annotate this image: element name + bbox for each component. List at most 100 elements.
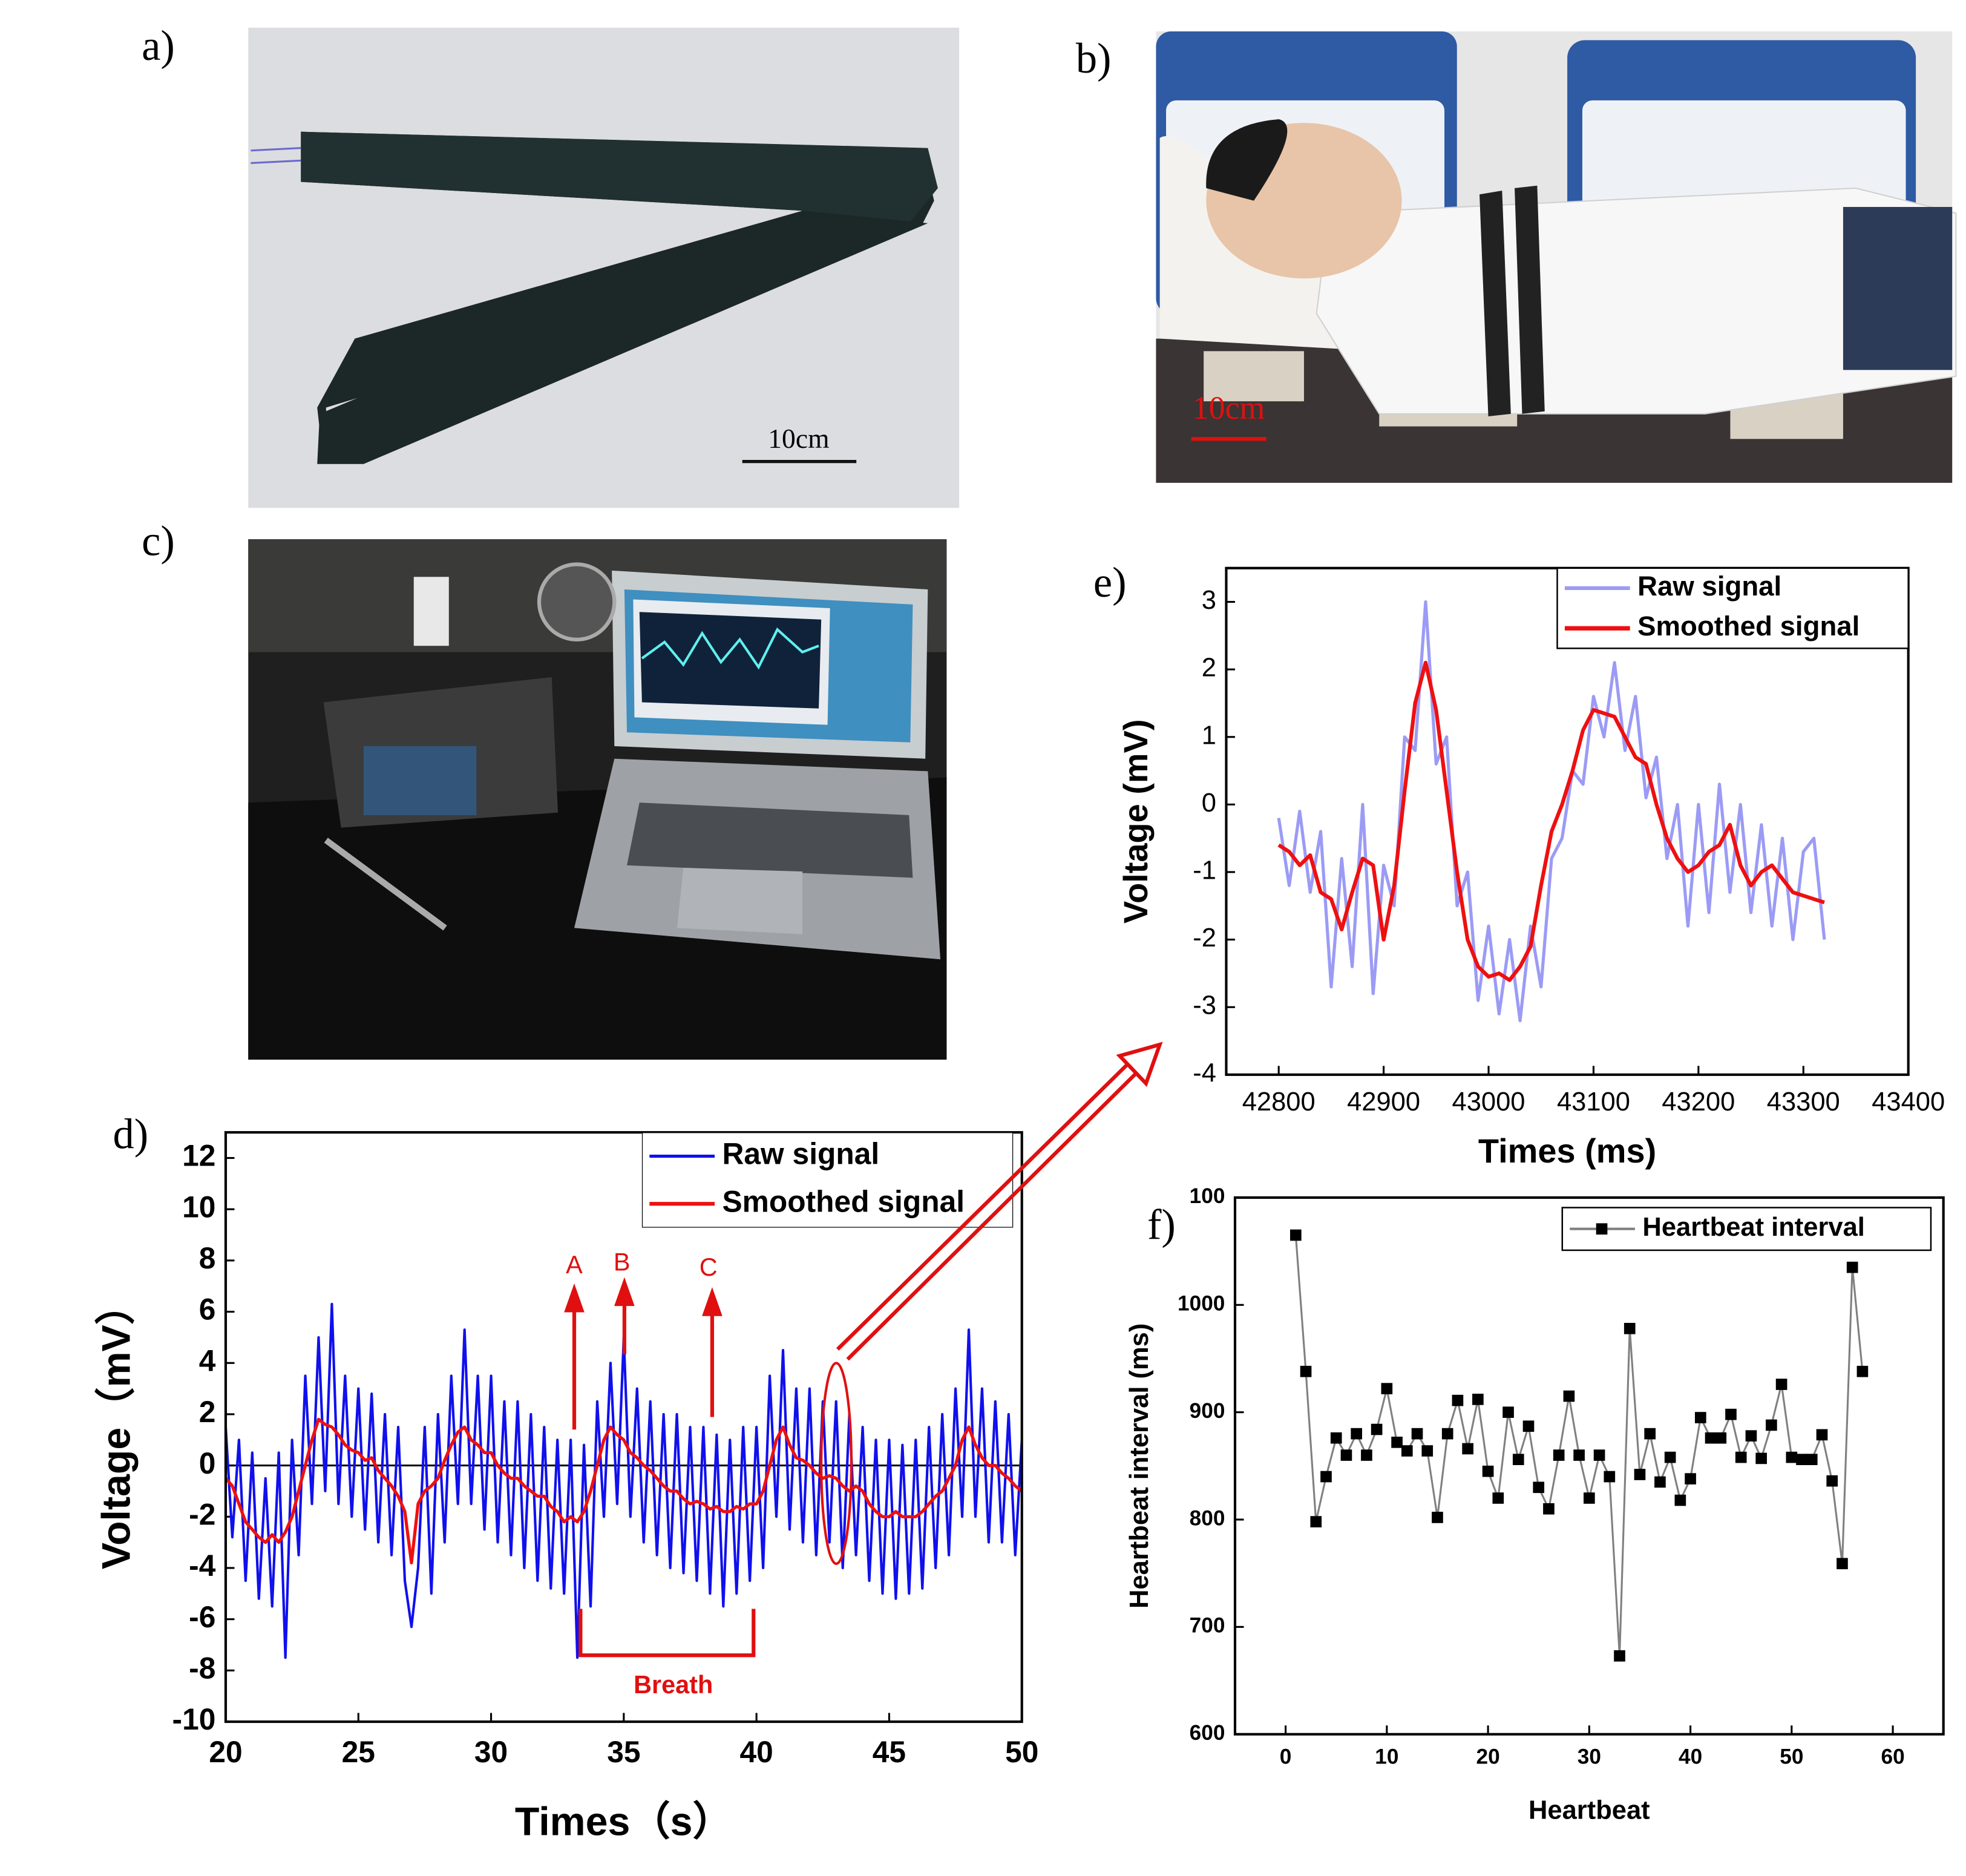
legend: Raw signal Smoothed signal <box>1556 567 1909 649</box>
panel-label: a) <box>142 22 175 70</box>
y-tick-label: 2 <box>1202 654 1216 683</box>
marker <box>1391 1436 1403 1448</box>
series-line <box>1277 600 1826 1023</box>
y-tick-label: 0 <box>199 1446 216 1480</box>
x-axis-title: Heartbeat <box>1529 1796 1650 1825</box>
marker <box>1290 1229 1302 1241</box>
annotation: C <box>700 1253 718 1281</box>
y-axis-title: Heartbeat interval (ms) <box>1125 1323 1154 1609</box>
marker <box>1816 1429 1828 1441</box>
legend-label: Smoothed signal <box>1637 611 1860 641</box>
marker <box>1533 1481 1545 1494</box>
panel-label: b) <box>1076 35 1112 82</box>
marker <box>1614 1650 1625 1662</box>
y-tick-label: -2 <box>189 1497 215 1531</box>
chart: -4 -3 -2 -1 0 1 2 3 42800 42900 43000 43100 43200 433… <box>1116 566 1945 1170</box>
x-axis-title: Times (ms) <box>1478 1132 1656 1170</box>
panel-label: c) <box>142 518 175 565</box>
photo-c <box>248 539 947 1060</box>
plot-frame <box>1233 1196 1945 1736</box>
legend-label: Raw signal <box>723 1137 880 1171</box>
y-axis-title: Voltage（mV） <box>94 1285 139 1569</box>
y-tick-label: 700 <box>1190 1614 1225 1638</box>
marker <box>1512 1454 1524 1466</box>
x-axis-title: Times（s） <box>515 1799 733 1844</box>
marker <box>1786 1451 1798 1463</box>
y-tick-label: 1000 <box>1178 1292 1225 1316</box>
marker <box>1553 1449 1565 1461</box>
marker <box>1441 1428 1453 1440</box>
panel-label: e) <box>1093 559 1127 606</box>
marker <box>1634 1469 1646 1480</box>
y-tick-label: 1 <box>1202 721 1216 750</box>
scale-label: 10cm <box>1193 390 1265 426</box>
marker <box>1563 1390 1575 1402</box>
y-tick-label: 12 <box>182 1139 215 1173</box>
marker <box>1796 1454 1807 1466</box>
marker <box>1775 1379 1787 1390</box>
series-line <box>225 1417 1022 1565</box>
marker <box>1624 1322 1636 1334</box>
y-tick-label: -1 <box>1193 856 1216 885</box>
legend: Raw signal Smoothed signal <box>641 1132 1014 1228</box>
legend-marker <box>1596 1223 1608 1235</box>
marker <box>1351 1428 1363 1440</box>
y-tick-label: -10 <box>172 1702 216 1736</box>
marker <box>1685 1473 1696 1484</box>
marker <box>1755 1452 1767 1464</box>
marker <box>1846 1261 1858 1273</box>
x-tick-label: 40 <box>1679 1745 1702 1768</box>
y-tick-label: 0 <box>1202 789 1216 818</box>
marker <box>1462 1443 1473 1455</box>
y-tick-label: -3 <box>1193 991 1216 1020</box>
marker <box>1705 1432 1717 1444</box>
legend: Heartbeat interval <box>1561 1207 1932 1251</box>
annotation: A <box>566 1250 583 1279</box>
annotation: Breath <box>634 1670 713 1699</box>
legend-label: Raw signal <box>1637 571 1781 602</box>
photo-b: 10cm <box>1156 31 1957 483</box>
y-tick-label: 600 <box>1190 1721 1225 1745</box>
x-tick-label: 35 <box>607 1735 640 1769</box>
marker <box>1674 1494 1686 1506</box>
marker <box>1584 1492 1595 1504</box>
y-tick-label: -6 <box>189 1600 215 1634</box>
marker <box>1432 1512 1443 1523</box>
marker <box>1300 1365 1312 1377</box>
y-tick-label: -4 <box>1193 1058 1216 1087</box>
annotations-d: A B C Breath <box>564 1041 1163 1699</box>
marker <box>1856 1365 1869 1377</box>
y-tick-label: 100 <box>1190 1184 1225 1208</box>
marker <box>1745 1430 1757 1442</box>
x-tick-label: 42800 <box>1242 1087 1316 1117</box>
x-tick-label: 50 <box>1780 1745 1803 1768</box>
y-tick-label: 900 <box>1190 1399 1225 1423</box>
y-tick-label: -4 <box>189 1549 216 1582</box>
marker <box>1725 1408 1737 1420</box>
x-tick-label: 25 <box>342 1735 375 1769</box>
chart: -10 -8 -6 -4 -2 0 2 4 6 8 10 12 20 25 30 35 40 45 50 Raw si… <box>94 1131 1038 1844</box>
x-tick-label: 45 <box>873 1735 906 1769</box>
marker <box>1522 1420 1535 1432</box>
marker <box>1644 1428 1656 1440</box>
photo-a: 10cm <box>248 27 960 508</box>
annotation: B <box>614 1248 631 1276</box>
marker <box>1826 1475 1838 1487</box>
x-tick-label: 30 <box>1578 1745 1601 1768</box>
y-tick-label: 6 <box>199 1293 216 1327</box>
x-tick-label: 43100 <box>1557 1087 1630 1117</box>
y-tick-label: 4 <box>199 1343 216 1377</box>
marker <box>1310 1516 1322 1527</box>
marker <box>1361 1449 1372 1461</box>
panel-label: f) <box>1147 1201 1176 1248</box>
y-tick-label: 800 <box>1190 1506 1225 1530</box>
x-tick-label: 43400 <box>1872 1087 1945 1117</box>
legend-box <box>1556 567 1909 649</box>
x-tick-label: 43000 <box>1452 1087 1525 1117</box>
marker <box>1330 1432 1342 1444</box>
marker <box>1654 1476 1666 1488</box>
marker <box>1664 1451 1676 1463</box>
y-tick-label: 3 <box>1202 586 1216 615</box>
